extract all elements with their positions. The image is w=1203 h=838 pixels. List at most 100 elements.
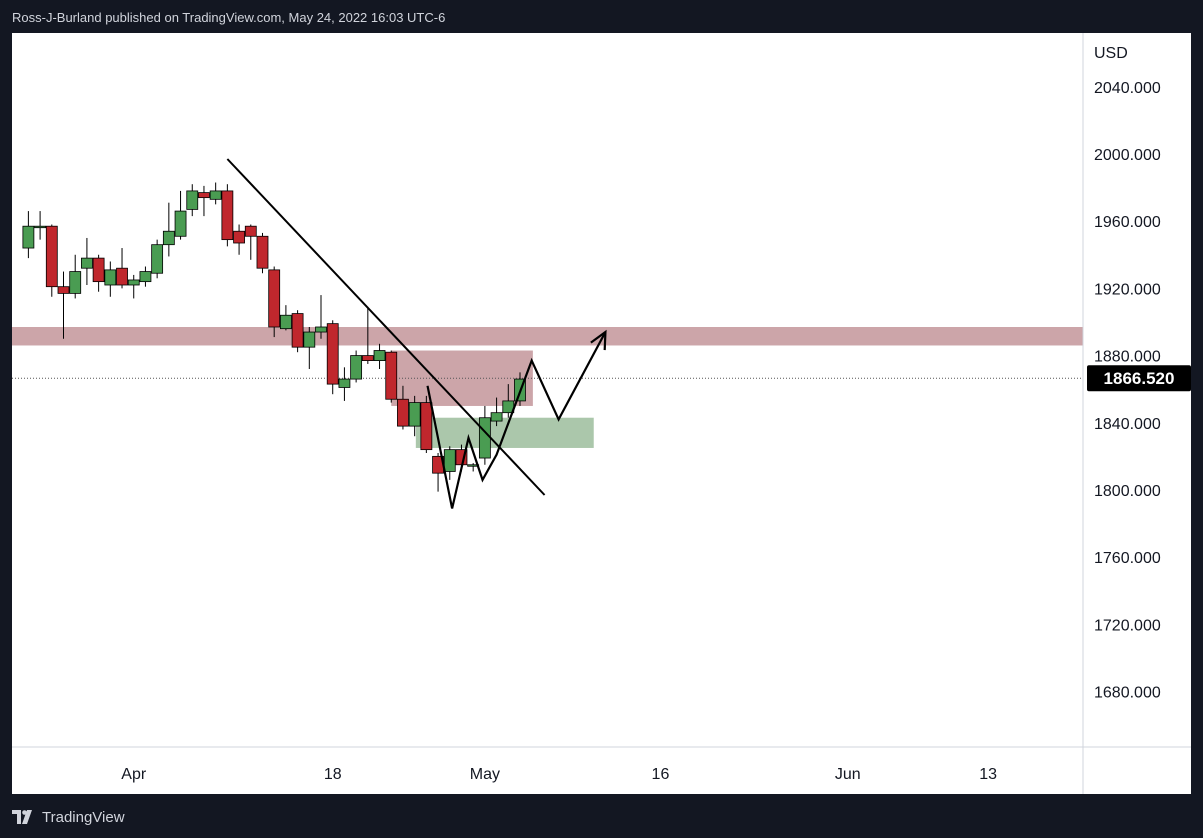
candle[interactable] (221, 184, 234, 247)
candle-body (209, 190, 222, 200)
y-tick-label: 1800.000 (1094, 483, 1161, 500)
candle[interactable] (116, 248, 128, 289)
candle[interactable] (303, 327, 316, 369)
candle-body (198, 192, 210, 199)
candle-body (104, 269, 117, 286)
x-tick-label: 13 (979, 766, 997, 783)
candle[interactable] (104, 261, 117, 297)
candle[interactable] (151, 239, 164, 279)
candle-body (151, 244, 164, 274)
x-tick-label: 18 (324, 766, 342, 783)
candle-body (186, 190, 199, 210)
candle-body (443, 449, 456, 472)
last-price-label: 1866.520 (1087, 365, 1191, 392)
candle-body (69, 271, 82, 294)
candle[interactable] (34, 211, 46, 240)
publisher-header: Ross-J-Burland published on TradingView.… (12, 8, 445, 28)
candle[interactable] (408, 395, 421, 437)
candle[interactable] (490, 397, 503, 427)
candle[interactable] (81, 237, 93, 285)
candle[interactable] (373, 343, 386, 369)
x-tick-label: May (470, 766, 500, 783)
candle-body (256, 235, 269, 269)
published-text: Ross-J-Burland published on TradingView.… (12, 10, 446, 25)
candle[interactable] (92, 254, 105, 292)
tradingview-logo-icon (12, 810, 36, 824)
candle[interactable] (326, 320, 339, 395)
candle[interactable] (338, 367, 351, 401)
candle[interactable] (69, 254, 82, 299)
candle[interactable] (361, 306, 374, 364)
candle-body (478, 417, 491, 459)
candle[interactable] (22, 211, 35, 259)
candle-body (291, 313, 304, 348)
candle-body (127, 279, 140, 286)
candle[interactable] (139, 266, 152, 287)
candle-body (22, 225, 35, 249)
zones-layer (12, 327, 1083, 448)
candle[interactable] (174, 190, 187, 240)
y-tick-label: 1920.000 (1094, 281, 1161, 298)
candle-body (385, 351, 398, 400)
candle[interactable] (397, 385, 409, 430)
candle[interactable] (256, 232, 269, 274)
y-tick-label: 1840.000 (1094, 416, 1161, 433)
candle[interactable] (233, 224, 245, 255)
candle-body (326, 323, 339, 385)
candle[interactable] (162, 202, 175, 257)
currency-label: USD (1094, 45, 1128, 62)
candle-body (81, 257, 93, 269)
axis-layer: USD (12, 33, 1191, 794)
projection-arrow-head (590, 329, 607, 351)
candle[interactable] (350, 350, 363, 383)
y-tick-label: 1680.000 (1094, 685, 1161, 702)
chart-svg[interactable]: USD 2040.000 2000.000 1960.000 1920.000 1880… (12, 33, 1191, 794)
candle-body (45, 225, 58, 288)
brand-name: TradingView (42, 808, 125, 826)
candle-body (490, 412, 503, 422)
y-tick-label: 2040.000 (1094, 80, 1161, 97)
candle[interactable] (186, 184, 199, 217)
candle-body (221, 190, 234, 241)
candle[interactable] (443, 446, 456, 480)
candle-body (244, 225, 257, 237)
candle-body (361, 355, 374, 361)
y-tick-label: 1760.000 (1094, 550, 1161, 567)
candle-body (139, 271, 152, 283)
candle-body (92, 257, 105, 283)
candle-body (408, 402, 421, 427)
candle-body (233, 230, 245, 244)
candle[interactable] (315, 295, 327, 339)
candle-body (268, 269, 281, 328)
x-tick-label: Apr (121, 766, 147, 783)
candle[interactable] (198, 185, 210, 217)
candle[interactable] (244, 224, 257, 260)
candle[interactable] (385, 350, 398, 403)
candle[interactable] (57, 271, 70, 339)
x-tick-label: Jun (835, 766, 861, 783)
candle[interactable] (127, 274, 140, 299)
y-tick-label: 1880.000 (1094, 349, 1161, 366)
candle[interactable] (45, 224, 58, 297)
resistance-band[interactable] (12, 327, 1083, 346)
projection-path[interactable] (426, 331, 607, 509)
chart-area[interactable]: USD 2040.000 2000.000 1960.000 1920.000 1880… (12, 33, 1191, 794)
candle-body (373, 350, 386, 361)
candle[interactable] (291, 310, 304, 353)
candle[interactable] (268, 266, 281, 338)
y-tick-label: 2000.000 (1094, 147, 1161, 164)
y-tick-label: 1720.000 (1094, 617, 1161, 634)
candle[interactable] (279, 305, 292, 331)
downtrend-line[interactable] (226, 158, 546, 496)
candle-body (57, 286, 70, 294)
candle[interactable] (209, 182, 222, 205)
candle-body (174, 210, 187, 237)
candle-body (34, 225, 46, 229)
brand-footer: TradingView (12, 805, 125, 829)
last-price-text: 1866.520 (1104, 369, 1175, 388)
candle-body (315, 326, 327, 333)
candle-body (116, 267, 128, 286)
candle[interactable] (420, 395, 433, 453)
drawings-layer (226, 158, 607, 509)
y-ticks-layer: 2040.000 2000.000 1960.000 1920.000 1880.000… (1094, 80, 1161, 702)
